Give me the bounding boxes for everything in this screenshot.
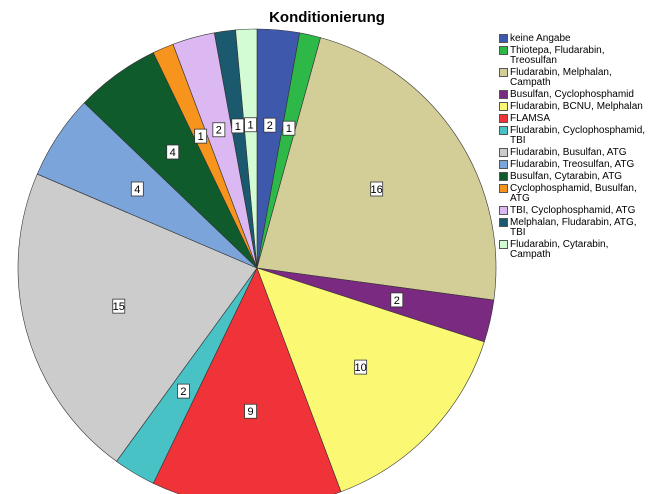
legend-item: keine Angabe — [499, 34, 651, 44]
label-box — [354, 359, 368, 375]
label-box — [231, 118, 245, 134]
legend-label: Fludarabin, Melphalan, Campath — [510, 67, 612, 88]
legend-label: keine Angabe — [510, 33, 571, 44]
legend-item: Fludarabin, Busulfan, ATG — [499, 148, 651, 158]
legend-swatch — [499, 218, 508, 227]
data-label: 10 — [355, 362, 367, 374]
legend-label: TBI, Cyclophosphamid, ATG — [510, 205, 636, 216]
legend-label: Cyclophosphamid, Busulfan, ATG — [510, 183, 637, 204]
legend-item: Melphalan, Fludarabin, ATG, TBI — [499, 218, 651, 238]
label-box — [166, 144, 180, 160]
legend-item: Fludarabin, Melphalan, Campath — [499, 68, 651, 88]
label-box — [212, 122, 226, 138]
data-label: 1 — [286, 123, 292, 135]
legend-swatch — [499, 114, 508, 123]
data-label: 4 — [170, 147, 176, 159]
pie-slice — [152, 267, 342, 494]
legend-item: Fludarabin, Cyclophosphamid, TBI — [499, 126, 651, 146]
legend-label: Fludarabin, Treosulfan, ATG — [510, 159, 635, 170]
legend-item: Cyclophosphamid, Busulfan, ATG — [499, 184, 651, 204]
label-box — [282, 120, 296, 136]
label-box — [390, 292, 404, 308]
pie-slice — [235, 28, 258, 269]
data-label: 9 — [248, 406, 254, 418]
label-box — [112, 298, 126, 314]
legend-item: TBI, Cyclophosphamid, ATG — [499, 206, 651, 216]
data-label: 2 — [394, 295, 400, 307]
legend-label: Thiotepa, Fludarabin, Treosulfan — [510, 45, 605, 66]
legend-item: Fludarabin, Treosulfan, ATG — [499, 160, 651, 170]
legend-swatch — [499, 160, 508, 169]
data-label: 15 — [113, 301, 125, 313]
label-box — [370, 181, 384, 197]
data-label: 1 — [198, 131, 204, 143]
legend-swatch — [499, 34, 508, 43]
pie-slice — [256, 37, 497, 301]
label-box — [244, 403, 257, 419]
pie-slice — [256, 267, 485, 493]
label-box — [177, 383, 190, 399]
legend-swatch — [499, 90, 508, 99]
data-label: 4 — [134, 184, 140, 196]
legend-item: Thiotepa, Fludarabin, Treosulfan — [499, 46, 651, 66]
legend-label: Busulfan, Cytarabin, ATG — [510, 171, 623, 182]
legend-swatch — [499, 184, 508, 193]
label-box — [244, 117, 257, 133]
legend: keine Angabe Thiotepa, Fludarabin, Treosu… — [499, 34, 651, 262]
legend-swatch — [499, 148, 508, 157]
legend-swatch — [499, 240, 508, 249]
legend-item: Fludarabin, Cytarabin, Campath — [499, 240, 651, 260]
legend-item: FLAMSA — [499, 114, 651, 124]
legend-item: Busulfan, Cyclophosphamid — [499, 90, 651, 100]
legend-swatch — [499, 102, 508, 111]
legend-label: Fludarabin, BCNU, Melphalan — [510, 101, 643, 112]
label-box — [263, 117, 277, 133]
legend-label: Fludarabin, Cyclophosphamid, TBI — [510, 125, 646, 146]
data-label: 16 — [371, 184, 383, 196]
pie-slice — [17, 173, 258, 462]
label-box — [130, 181, 144, 197]
data-label: 2 — [180, 386, 186, 398]
legend-swatch — [499, 126, 508, 135]
legend-swatch — [499, 206, 508, 215]
label-box — [194, 128, 208, 144]
data-label: 2 — [216, 125, 222, 137]
legend-swatch — [499, 172, 508, 181]
legend-label: Fludarabin, Cytarabin, Campath — [510, 239, 609, 260]
data-label: 1 — [248, 120, 254, 132]
legend-item: Busulfan, Cytarabin, ATG — [499, 172, 651, 182]
legend-swatch — [499, 68, 508, 77]
legend-label: Melphalan, Fludarabin, ATG, TBI — [510, 217, 637, 238]
legend-label: Busulfan, Cyclophosphamid — [510, 89, 634, 100]
data-label: 1 — [235, 121, 241, 133]
data-label: 2 — [267, 120, 273, 132]
legend-swatch — [499, 46, 508, 55]
chart-title: Konditionierung — [269, 9, 385, 26]
legend-label: Fludarabin, Busulfan, ATG — [510, 147, 627, 158]
legend-item: Fludarabin, BCNU, Melphalan — [499, 102, 651, 112]
legend-label: FLAMSA — [510, 113, 551, 124]
